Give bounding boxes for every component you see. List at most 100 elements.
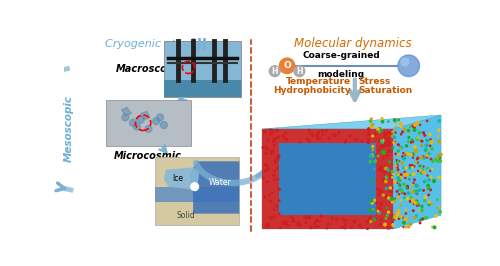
Circle shape <box>402 131 404 133</box>
Circle shape <box>398 218 400 219</box>
Circle shape <box>310 133 312 135</box>
Circle shape <box>278 179 279 180</box>
Circle shape <box>412 125 414 127</box>
Circle shape <box>380 146 383 148</box>
Circle shape <box>411 165 413 166</box>
Circle shape <box>414 129 416 131</box>
Circle shape <box>432 226 434 228</box>
Circle shape <box>408 130 410 132</box>
Circle shape <box>272 130 274 133</box>
Circle shape <box>416 192 417 194</box>
Circle shape <box>278 155 280 157</box>
Circle shape <box>268 168 269 169</box>
Circle shape <box>407 188 408 189</box>
Circle shape <box>414 165 415 167</box>
Circle shape <box>432 180 436 182</box>
Circle shape <box>316 135 318 137</box>
Circle shape <box>421 169 424 171</box>
Bar <box>262 129 394 143</box>
Circle shape <box>308 140 310 142</box>
Circle shape <box>414 150 418 152</box>
Circle shape <box>394 142 396 143</box>
Circle shape <box>305 222 306 223</box>
Circle shape <box>374 134 376 135</box>
Circle shape <box>396 162 398 163</box>
Circle shape <box>428 153 430 155</box>
Circle shape <box>414 146 416 148</box>
Circle shape <box>410 174 411 176</box>
Circle shape <box>380 130 382 131</box>
Circle shape <box>418 189 420 191</box>
Circle shape <box>401 58 408 66</box>
Text: Microcosmic: Microcosmic <box>114 151 182 161</box>
Circle shape <box>416 137 419 139</box>
Circle shape <box>398 119 399 121</box>
Circle shape <box>379 127 380 129</box>
Text: Macroscopic: Macroscopic <box>116 64 184 74</box>
Circle shape <box>373 218 376 221</box>
Circle shape <box>191 183 198 190</box>
Circle shape <box>277 158 279 160</box>
Circle shape <box>412 173 415 176</box>
Circle shape <box>422 171 426 174</box>
Circle shape <box>398 55 419 77</box>
Circle shape <box>405 154 406 155</box>
Circle shape <box>406 209 407 211</box>
Circle shape <box>266 224 268 226</box>
Circle shape <box>384 165 386 167</box>
Circle shape <box>293 218 294 219</box>
Circle shape <box>415 200 418 202</box>
Circle shape <box>338 132 340 134</box>
Circle shape <box>401 162 404 164</box>
Circle shape <box>400 177 402 179</box>
Circle shape <box>384 153 386 154</box>
Circle shape <box>404 197 405 198</box>
Circle shape <box>391 198 392 200</box>
Circle shape <box>380 190 381 192</box>
Circle shape <box>420 219 422 221</box>
Text: Solid: Solid <box>176 211 195 221</box>
Circle shape <box>394 216 397 219</box>
Circle shape <box>412 141 414 143</box>
Circle shape <box>416 205 418 206</box>
Circle shape <box>438 157 441 159</box>
Circle shape <box>278 200 280 201</box>
Circle shape <box>384 180 387 183</box>
Circle shape <box>354 220 356 222</box>
Circle shape <box>406 145 407 147</box>
Circle shape <box>379 208 380 209</box>
Circle shape <box>400 122 402 125</box>
Circle shape <box>272 140 274 143</box>
Circle shape <box>315 226 316 227</box>
Circle shape <box>414 201 417 204</box>
Circle shape <box>372 146 374 147</box>
Bar <box>262 129 394 229</box>
Circle shape <box>414 126 415 128</box>
Circle shape <box>273 174 274 176</box>
Circle shape <box>382 150 384 152</box>
Circle shape <box>406 198 408 200</box>
Circle shape <box>412 199 414 202</box>
Circle shape <box>419 165 421 167</box>
Circle shape <box>371 118 372 119</box>
Text: O: O <box>283 61 291 70</box>
Circle shape <box>374 199 376 201</box>
Circle shape <box>366 228 368 229</box>
Polygon shape <box>190 161 240 214</box>
Circle shape <box>266 165 268 166</box>
Circle shape <box>420 172 423 174</box>
Circle shape <box>410 142 412 143</box>
Circle shape <box>396 190 398 192</box>
Circle shape <box>392 224 394 226</box>
Circle shape <box>342 218 344 219</box>
Circle shape <box>399 176 400 177</box>
Circle shape <box>396 182 398 183</box>
Circle shape <box>403 167 404 168</box>
Bar <box>280 143 376 215</box>
Circle shape <box>355 139 356 140</box>
Circle shape <box>374 168 375 170</box>
Circle shape <box>379 131 380 133</box>
Circle shape <box>398 180 400 182</box>
Circle shape <box>386 154 388 156</box>
Circle shape <box>426 144 428 147</box>
